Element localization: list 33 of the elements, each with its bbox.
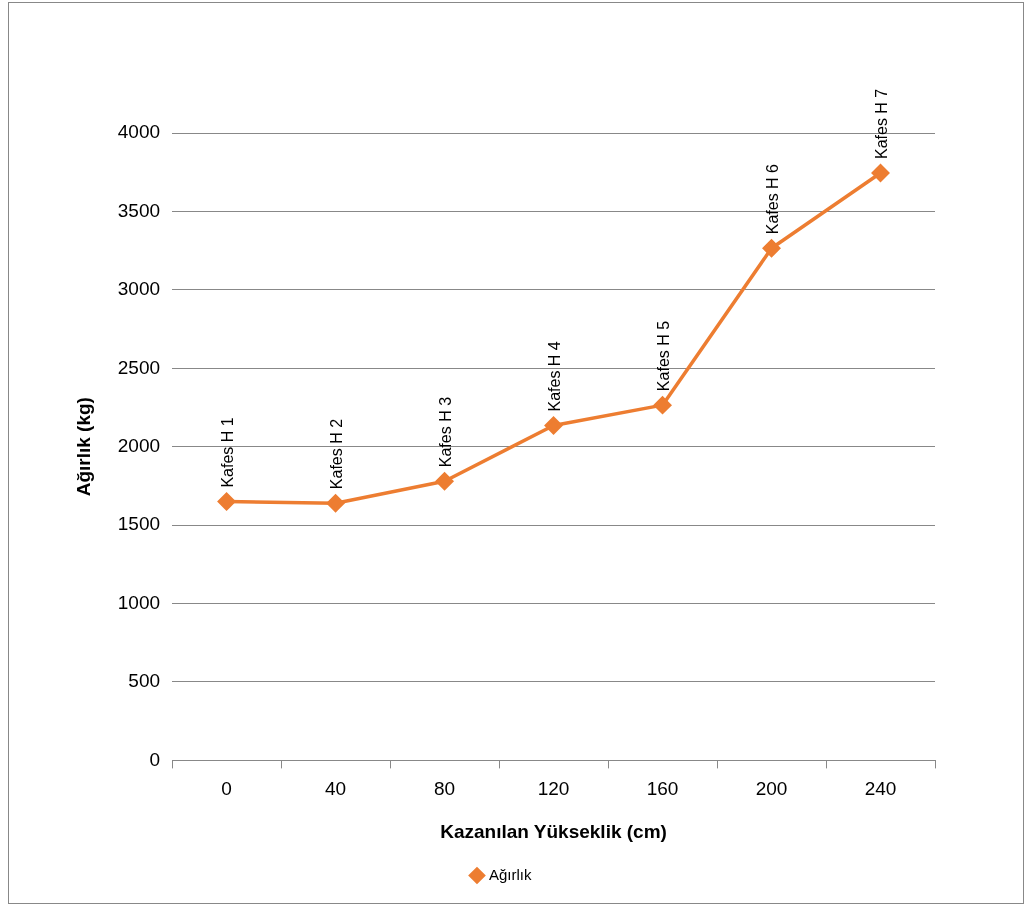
x-tick-label: 240 [864,778,897,800]
legend-label: Ağırlık [489,865,532,883]
point [871,164,890,182]
point [544,416,563,435]
annotation: Kafes H 2 [327,418,345,490]
y-tick-label: 2000 [117,434,161,456]
point [435,472,454,490]
y-tick-label: 0 [149,748,161,770]
y-tick-label: 1500 [117,513,161,535]
y-tick-label: 500 [128,670,161,692]
y-tick-label: 2500 [117,356,161,378]
x-tick-label: 0 [221,778,232,800]
annotation: Kafes H 3 [436,396,454,468]
x-tick-label: 200 [755,778,788,800]
annotation: Kafes H 6 [763,163,781,235]
x-tick-label: 40 [324,778,347,800]
y-tick-label: 4000 [117,121,161,143]
y-tick-label: 3000 [117,278,161,300]
point [653,396,672,414]
x-tick-label: 120 [537,778,570,800]
x-axis-title: Kazanılan Yükseklik (cm) [440,820,667,842]
y-axis-title: Ağırlık (kg) [72,397,94,497]
point [762,239,781,258]
x-tick-label: 160 [646,778,679,800]
point [217,492,236,511]
annotation: Kafes H 7 [872,88,890,159]
annotation: Kafes H 5 [654,320,672,392]
y-tick-label: 3500 [117,199,161,221]
y-tick-label: 1000 [117,591,161,613]
point [326,494,345,512]
annotation: Kafes H 1 [218,417,236,488]
annotation: Kafes H 4 [545,341,563,412]
x-tick-label: 80 [433,778,456,800]
